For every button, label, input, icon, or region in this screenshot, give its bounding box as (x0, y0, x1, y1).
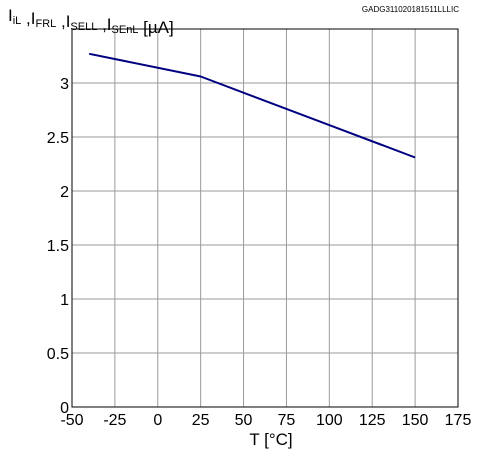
y-tick-label: 0 (60, 400, 69, 417)
x-tick-label: 150 (402, 412, 429, 429)
y-tick-label: 2 (60, 184, 69, 201)
y-axis-label: IiL ,IFRL ,ISELL ,ISEnL [µA] (8, 6, 174, 37)
y-tick-label: 1 (60, 292, 69, 309)
x-tick-label: 125 (359, 412, 386, 429)
tick-labels: -50 -25 0 25 50 75 100 125 150 175 0 0.5 1 1.5 2 2.5 3 (47, 76, 472, 429)
y-tick-label: 1.5 (47, 238, 69, 255)
x-tick-label: 0 (153, 412, 162, 429)
y-tick-label: 0.5 (47, 346, 69, 363)
x-tick-label: 75 (278, 412, 296, 429)
x-tick-label: 50 (235, 412, 253, 429)
y-axis-label-subscript: SEnL (112, 24, 139, 36)
y-axis-label-part: ,I (21, 9, 35, 28)
series-layer (89, 52, 416, 159)
y-tick-label: 3 (60, 76, 69, 93)
y-tick-label: 2.5 (47, 130, 69, 147)
x-tick-label: 175 (445, 412, 472, 429)
y-axis-label-subscript: iL (13, 15, 22, 27)
y-axis-label-part: ,I (97, 15, 111, 34)
grid (72, 29, 458, 407)
reference-code: GADG311020181511LLLIC (362, 5, 459, 14)
y-axis-label-subscript: FRL (35, 18, 56, 30)
y-axis-label-part: I (8, 6, 13, 25)
x-tick-label: -25 (103, 412, 126, 429)
y-axis-label-part: ,I (56, 12, 70, 31)
x-tick-label: 100 (316, 412, 343, 429)
x-tick-label: 25 (192, 412, 210, 429)
x-tick-label: -50 (60, 412, 83, 429)
plot-area-frame (71, 28, 459, 408)
series-line (89, 52, 416, 159)
y-axis-label-part: [µA] (138, 18, 173, 37)
x-axis-label: T [°C] (249, 430, 292, 449)
y-axis-label-subscript: SELL (70, 21, 97, 33)
